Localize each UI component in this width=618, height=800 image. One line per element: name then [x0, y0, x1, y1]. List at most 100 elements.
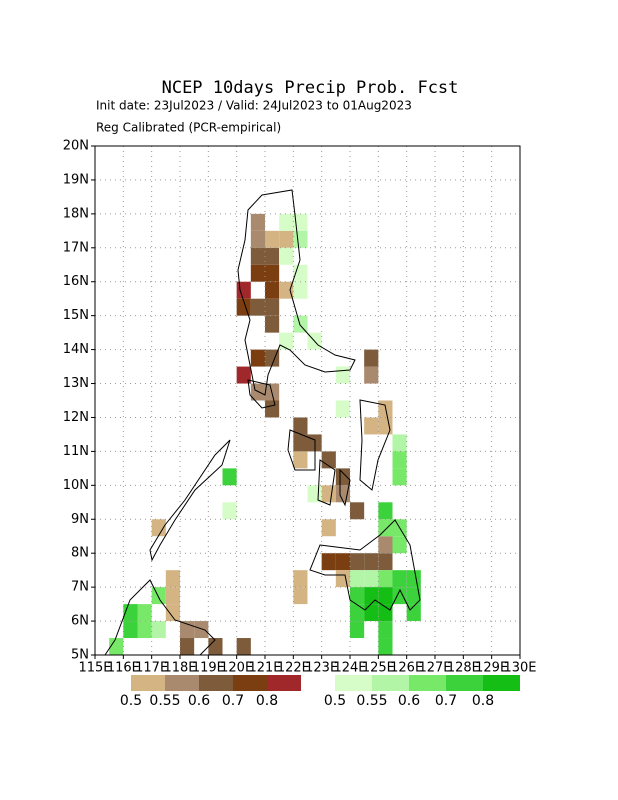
cell	[392, 434, 407, 452]
cell	[265, 247, 280, 265]
cell	[364, 604, 379, 622]
x-tick-label: 115E	[78, 661, 111, 676]
x-tick-label: 130E	[503, 661, 536, 676]
cell	[392, 587, 407, 605]
panay	[287, 429, 316, 471]
y-tick-label: 9N	[71, 512, 89, 527]
cell	[279, 247, 294, 265]
x-tick-label: 122E	[277, 661, 310, 676]
cell	[350, 587, 365, 605]
cell	[293, 315, 308, 333]
cell	[250, 230, 265, 248]
cell	[364, 553, 379, 571]
legend-swatch	[233, 675, 267, 691]
cell	[293, 230, 308, 248]
cells	[109, 213, 421, 655]
cell	[335, 400, 350, 418]
cell	[350, 604, 365, 622]
legend-swatch	[483, 675, 520, 691]
cell	[350, 621, 365, 639]
cell	[236, 281, 251, 299]
y-tick-label: 5N	[71, 648, 89, 663]
negros	[317, 459, 336, 506]
legend-label: 0.8	[256, 693, 278, 709]
cell	[364, 570, 379, 588]
y-tick-label: 20N	[63, 139, 89, 154]
cebu	[339, 468, 351, 507]
x-tick-label: 119E	[192, 661, 225, 676]
cell	[250, 213, 265, 231]
cell	[208, 638, 223, 655]
cell	[194, 621, 209, 639]
legend-label: 0.5	[324, 693, 346, 709]
y-tick-label: 7N	[71, 580, 89, 595]
cell	[250, 349, 265, 367]
cell	[293, 281, 308, 299]
legend-swatch	[165, 675, 199, 691]
legend-label: 0.5	[120, 693, 142, 709]
y-tick-label: 17N	[63, 240, 89, 255]
y-tick-label: 19N	[63, 172, 89, 187]
y-tick-label: 10N	[63, 478, 89, 493]
cell	[165, 604, 180, 622]
cell	[321, 553, 336, 571]
cell	[250, 298, 265, 316]
cell	[364, 417, 379, 435]
cell	[350, 502, 365, 520]
cell	[378, 417, 393, 435]
cell	[165, 570, 180, 588]
x-tick-label: 121E	[248, 661, 281, 676]
x-tick-label: 126E	[390, 661, 423, 676]
cell	[279, 281, 294, 299]
cell	[222, 502, 237, 520]
x-tick-label: 128E	[447, 661, 480, 676]
x-tick-label: 120E	[220, 661, 253, 676]
axes: 115E116E117E118E119E120E121E122E123E124E…	[63, 139, 537, 676]
cell	[165, 587, 180, 605]
cell	[364, 366, 379, 384]
coastline	[104, 189, 421, 656]
cell	[265, 349, 280, 367]
legend-swatch	[267, 675, 301, 691]
luzon	[237, 189, 356, 396]
cell	[279, 332, 294, 350]
cell	[293, 417, 308, 435]
legend-label: 0.6	[188, 693, 210, 709]
legend-label: 0.55	[356, 693, 387, 709]
frame	[94, 145, 521, 656]
cell	[321, 451, 336, 469]
cell	[406, 570, 421, 588]
map-title: NCEP 10days Precip Prob. Fcst	[162, 78, 459, 98]
legend-label: 0.55	[149, 693, 180, 709]
cell	[293, 434, 308, 452]
cell	[151, 621, 166, 639]
x-tick-label: 125E	[362, 661, 395, 676]
cell	[378, 553, 393, 571]
cell	[378, 502, 393, 520]
cell	[265, 298, 280, 316]
legend-swatch	[199, 675, 233, 691]
x-tick-label: 124E	[333, 661, 366, 676]
cell	[321, 485, 336, 503]
cell	[378, 570, 393, 588]
note: Reg Calibrated (PCR-empirical)	[96, 121, 281, 135]
cell	[236, 366, 251, 384]
cell	[378, 621, 393, 639]
cell	[123, 621, 138, 639]
cell	[307, 485, 322, 503]
cell	[180, 638, 195, 655]
cell	[293, 451, 308, 469]
cell	[265, 281, 280, 299]
legend-swatch	[409, 675, 446, 691]
y-tick-label: 8N	[71, 546, 89, 561]
cell	[279, 213, 294, 231]
cell	[406, 604, 421, 622]
cell	[321, 519, 336, 537]
x-tick-label: 129E	[475, 661, 508, 676]
cell	[265, 230, 280, 248]
subtitle: Init date: 23Jul2023 / Valid: 24Jul2023 …	[96, 99, 412, 113]
cell	[350, 553, 365, 571]
cell	[250, 264, 265, 282]
y-tick-label: 14N	[63, 342, 89, 357]
